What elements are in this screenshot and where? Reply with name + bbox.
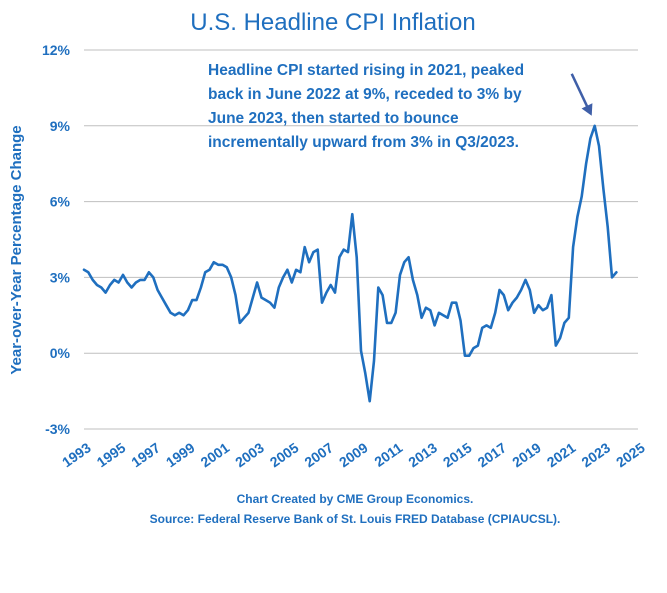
annotation: Headline CPI started rising in 2021, pea… — [208, 62, 593, 151]
x-tick-label: 2021 — [544, 439, 579, 470]
y-tick-label: -3% — [45, 421, 70, 437]
y-tick-label: 3% — [50, 269, 71, 285]
y-tick-label: 0% — [50, 345, 71, 361]
x-tick-label: 2001 — [198, 439, 233, 470]
x-tick-label: 2009 — [336, 439, 371, 470]
chart-title: U.S. Headline CPI Inflation — [190, 9, 475, 36]
y-axis-ticks: -3% 0% 3% 6% 9% 12% — [42, 42, 71, 437]
x-axis-ticks: 1993 1995 1997 1999 2001 2003 2005 2007 2009 2011… — [59, 439, 648, 470]
x-tick-label: 1999 — [163, 439, 198, 470]
x-tick-label: 2015 — [440, 439, 475, 470]
annotation-line: Headline CPI started rising in 2021, pea… — [208, 62, 524, 79]
source-line: Source: Federal Reserve Bank of St. Loui… — [150, 512, 561, 526]
source-line: Chart Created by CME Group Economics. — [237, 492, 474, 506]
x-tick-label: 2005 — [267, 439, 302, 470]
series-layer — [82, 124, 618, 403]
annotation-line: incrementally upward from 3% in Q3/2023. — [208, 134, 519, 151]
y-axis-label: Year-over-Year Percentage Change — [8, 125, 25, 374]
y-tick-label: 9% — [50, 118, 71, 134]
cpi-series-line — [82, 124, 618, 403]
x-tick-label: 2023 — [578, 439, 613, 470]
x-tick-label: 2003 — [232, 439, 267, 470]
annotation-arrowhead — [581, 103, 593, 116]
x-tick-label: 2017 — [475, 439, 510, 470]
x-tick-label: 2019 — [509, 439, 544, 470]
x-tick-label: 2011 — [371, 439, 405, 470]
annotation-line: June 2023, then started to bounce — [208, 110, 459, 127]
x-tick-label: 2007 — [301, 439, 336, 470]
source-note: Chart Created by CME Group Economics. Sou… — [150, 492, 561, 526]
y-tick-label: 12% — [42, 42, 71, 58]
annotation-line: back in June 2022 at 9%, receded to 3% b… — [208, 86, 522, 103]
x-tick-label: 2025 — [613, 439, 648, 470]
x-tick-label: 1995 — [94, 439, 129, 470]
x-tick-label: 2013 — [405, 439, 440, 470]
gridlines — [84, 49, 638, 430]
y-tick-label: 6% — [50, 194, 71, 210]
annotation-arrow — [570, 73, 590, 111]
x-tick-label: 1993 — [59, 439, 94, 470]
x-tick-label: 1997 — [128, 439, 163, 470]
